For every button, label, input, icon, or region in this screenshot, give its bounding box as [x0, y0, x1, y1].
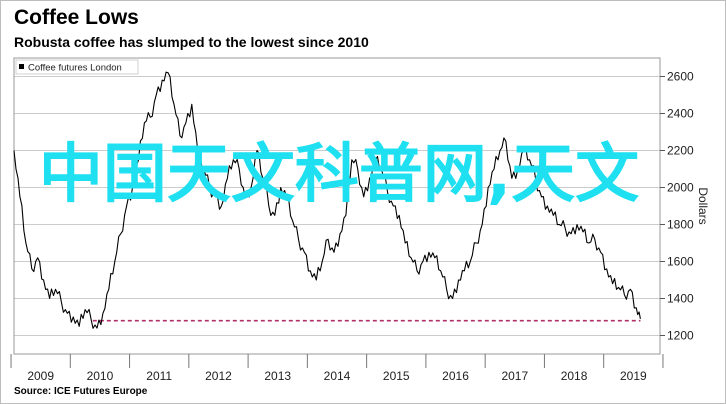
- legend: Coffee futures London: [15, 59, 139, 75]
- x-tick-label-2016: 2016: [442, 369, 469, 383]
- y-tick-label-2200: 2200: [667, 144, 694, 158]
- y-tick-label-2000: 2000: [667, 181, 694, 195]
- series-line-0: [13, 71, 641, 329]
- x-tick-label-2014: 2014: [324, 369, 351, 383]
- legend-swatch: [19, 64, 24, 69]
- y-tick-label-1200: 1200: [667, 329, 694, 343]
- y-tick-label-1400: 1400: [667, 292, 694, 306]
- series-layer: [13, 71, 641, 329]
- x-tick-label-2015: 2015: [383, 369, 410, 383]
- chart-subtitle: Robusta coffee has slumped to the lowest…: [14, 34, 369, 50]
- y-tick-label-1800: 1800: [667, 218, 694, 232]
- x-tick-label-2017: 2017: [501, 369, 528, 383]
- y-axis: 1200 1400 1600 1800 2000 2200 2400 2600: [660, 70, 694, 343]
- source-note: Source: ICE Futures Europe: [14, 386, 148, 397]
- x-tick-label-2011: 2011: [146, 369, 172, 383]
- x-axis: 2009 2010 2011 2012 2013 2014 2015 2016 2017 2018…: [10, 354, 664, 383]
- y-axis-label: Dollars: [696, 187, 710, 224]
- x-tick-label-2019: 2019: [620, 369, 647, 383]
- plot-area-border: [13, 57, 661, 355]
- y-tick-label-2400: 2400: [667, 107, 694, 121]
- x-tick-label-2018: 2018: [561, 369, 588, 383]
- chart-title: Coffee Lows: [14, 6, 139, 29]
- x-tick-label-2013: 2013: [264, 369, 291, 383]
- y-tick-label-1600: 1600: [667, 255, 694, 269]
- legend-label: Coffee futures London: [28, 63, 122, 74]
- x-tick-label-2009: 2009: [27, 369, 54, 383]
- x-tick-label-2012: 2012: [205, 369, 232, 383]
- grid-lines: [14, 76, 660, 336]
- watermark-text: 中国天文科普网,天文: [38, 138, 640, 212]
- legend-box: [15, 59, 139, 75]
- x-tick-label-2010: 2010: [87, 369, 114, 383]
- y-tick-label-2600: 2600: [667, 70, 694, 84]
